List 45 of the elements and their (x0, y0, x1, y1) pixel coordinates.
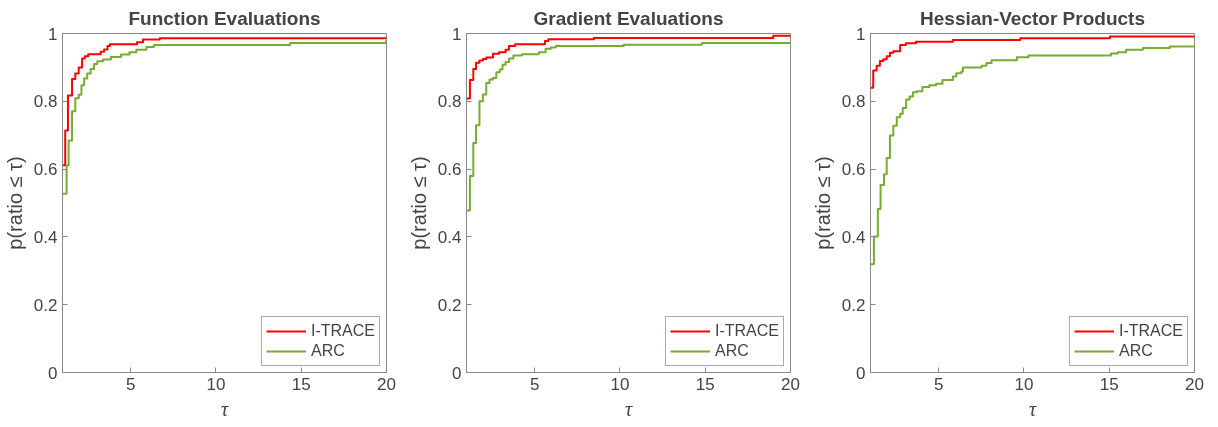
x-tick-label: 10 (610, 374, 630, 394)
y-axis-title: p(ratio ≤ τ) (3, 156, 26, 250)
y-tick-label: 0 (48, 363, 58, 383)
y-tick-label: 0 (856, 363, 866, 383)
x-tick-label: 20 (781, 374, 800, 394)
x-axis-title: τ (624, 397, 633, 420)
y-tick-label: 0.6 (437, 160, 462, 180)
y-tick-label: 0.2 (841, 295, 866, 315)
legend-label: I-TRACE (1119, 322, 1183, 340)
chart-title: Function Evaluations (128, 7, 321, 29)
legend-label: I-TRACE (715, 322, 779, 340)
chart-title: Hessian-Vector Products (920, 7, 1145, 29)
y-tick-label: 0.6 (841, 160, 866, 180)
y-tick-label: 0.2 (437, 295, 462, 315)
y-tick-label: 0.8 (437, 92, 462, 112)
y-axis-title: p(ratio ≤ τ) (407, 156, 430, 250)
x-tick-label: 5 (125, 374, 136, 394)
x-tick-label: 20 (377, 374, 396, 394)
legend-label: ARC (715, 342, 749, 360)
x-tick-label: 15 (695, 374, 715, 394)
x-tick-label: 5 (529, 374, 540, 394)
y-tick-label: 1 (452, 24, 462, 44)
chart-title: Gradient Evaluations (533, 7, 724, 29)
x-tick-label: 10 (206, 374, 226, 394)
x-axis-title: τ (1028, 397, 1037, 420)
y-axis-title: p(ratio ≤ τ) (811, 156, 834, 250)
legend-label: ARC (1119, 342, 1153, 360)
y-tick-label: 0.2 (33, 295, 58, 315)
legend-label: I-TRACE (311, 322, 375, 340)
y-tick-label: 0.6 (33, 160, 58, 180)
x-tick-label: 15 (291, 374, 311, 394)
y-tick-label: 0 (452, 363, 462, 383)
legend-label: ARC (311, 342, 345, 360)
y-tick-label: 0.4 (841, 227, 866, 247)
x-tick-label: 5 (933, 374, 944, 394)
y-tick-label: 0.8 (33, 92, 58, 112)
x-tick-label: 15 (1099, 374, 1119, 394)
y-tick-label: 0.4 (33, 227, 58, 247)
x-tick-label: 20 (1185, 374, 1204, 394)
y-tick-label: 0.4 (437, 227, 462, 247)
x-axis-title: τ (220, 397, 229, 420)
y-tick-label: 0.8 (841, 92, 866, 112)
y-tick-label: 1 (856, 24, 866, 44)
x-tick-label: 10 (1014, 374, 1034, 394)
y-tick-label: 1 (48, 24, 58, 44)
